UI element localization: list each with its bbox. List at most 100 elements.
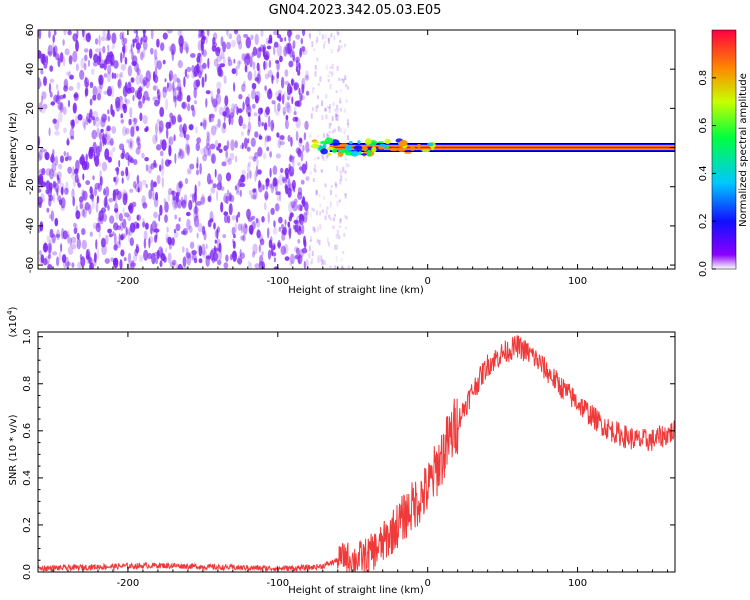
noise-speckle xyxy=(221,161,227,167)
noise-speckle xyxy=(338,77,341,81)
noise-speckle xyxy=(295,66,299,73)
noise-speckle xyxy=(223,262,229,269)
noise-speckle xyxy=(313,163,316,169)
noise-speckle xyxy=(301,83,305,94)
noise-speckle xyxy=(262,44,266,55)
noise-speckle xyxy=(70,135,74,140)
noise-speckle xyxy=(160,42,165,52)
noise-speckle xyxy=(198,258,203,264)
noise-speckle xyxy=(83,48,89,53)
noise-speckle xyxy=(320,269,322,275)
noise-speckle xyxy=(206,131,210,137)
noise-speckle xyxy=(73,227,78,235)
noise-speckle xyxy=(235,65,238,77)
signal-blob xyxy=(348,141,353,145)
noise-speckle xyxy=(345,99,348,103)
noise-speckle xyxy=(126,98,130,105)
noise-speckle xyxy=(206,30,210,37)
noise-speckle xyxy=(186,253,192,266)
noise-speckle xyxy=(252,156,257,162)
noise-speckle xyxy=(119,101,125,111)
noise-speckle xyxy=(43,240,47,250)
noise-speckle xyxy=(76,232,80,240)
noise-speckle xyxy=(212,98,218,108)
noise-speckle xyxy=(201,35,206,41)
noise-speckle xyxy=(143,238,147,249)
noise-speckle xyxy=(101,161,108,172)
noise-speckle xyxy=(159,204,163,216)
noise-speckle xyxy=(200,147,205,155)
noise-speckle xyxy=(340,175,343,181)
noise-speckle xyxy=(288,30,293,36)
noise-speckle xyxy=(304,120,309,130)
noise-speckle xyxy=(319,223,322,230)
noise-speckle xyxy=(209,143,216,150)
noise-speckle xyxy=(123,43,126,55)
noise-speckle xyxy=(38,175,41,181)
noise-speckle xyxy=(177,263,183,269)
noise-speckle xyxy=(111,72,115,79)
noise-speckle xyxy=(49,78,55,84)
noise-speckle xyxy=(324,183,327,188)
noise-speckle xyxy=(104,258,111,264)
noise-speckle xyxy=(104,133,107,138)
noise-speckle xyxy=(138,254,143,263)
noise-speckle xyxy=(265,106,271,116)
noise-speckle xyxy=(197,180,201,187)
noise-speckle xyxy=(195,142,200,152)
noise-speckle xyxy=(309,171,312,175)
noise-speckle xyxy=(316,36,319,43)
noise-speckle xyxy=(135,42,141,50)
noise-speckle xyxy=(136,63,140,76)
noise-speckle xyxy=(57,195,62,202)
noise-speckle xyxy=(81,228,86,236)
noise-speckle xyxy=(94,155,100,167)
noise-speckle xyxy=(316,104,319,108)
noise-speckle xyxy=(236,258,243,264)
noise-speckle xyxy=(213,251,219,262)
noise-speckle xyxy=(222,122,226,129)
noise-speckle xyxy=(138,99,142,106)
noise-speckle xyxy=(294,254,299,260)
signal-blob xyxy=(344,145,353,150)
noise-speckle xyxy=(119,32,123,40)
noise-speckle xyxy=(184,42,190,53)
noise-speckle xyxy=(276,61,280,71)
noise-speckle xyxy=(63,150,67,157)
noise-speckle xyxy=(296,100,302,108)
noise-speckle xyxy=(316,210,318,216)
noise-speckle xyxy=(327,106,330,109)
noise-speckle xyxy=(335,112,337,117)
noise-speckle xyxy=(162,59,166,65)
noise-speckle xyxy=(116,73,119,79)
noise-speckle xyxy=(196,232,199,239)
noise-speckle xyxy=(82,190,88,201)
noise-speckle xyxy=(164,201,169,213)
signal-blob xyxy=(312,140,319,144)
noise-speckle xyxy=(181,150,186,159)
noise-speckle xyxy=(125,226,128,236)
noise-speckle xyxy=(191,64,195,73)
noise-speckle xyxy=(174,202,179,209)
noise-speckle xyxy=(317,156,320,160)
noise-speckle xyxy=(179,132,185,138)
noise-speckle xyxy=(332,136,335,140)
noise-speckle xyxy=(335,244,338,250)
noise-speckle xyxy=(68,86,74,91)
noise-speckle xyxy=(222,111,227,117)
noise-speckle xyxy=(104,148,110,160)
noise-speckle xyxy=(173,95,177,103)
noise-speckle xyxy=(84,77,90,88)
noise-speckle xyxy=(292,40,296,49)
noise-speckle xyxy=(120,64,127,71)
noise-speckle xyxy=(329,66,332,69)
noise-speckle xyxy=(213,101,218,113)
noise-speckle xyxy=(42,243,48,253)
noise-speckle xyxy=(107,156,112,163)
noise-speckle xyxy=(59,52,64,63)
noise-speckle xyxy=(168,70,174,81)
noise-speckle xyxy=(278,93,282,102)
noise-speckle xyxy=(96,247,100,260)
noise-speckle xyxy=(163,256,167,263)
signal-blob xyxy=(399,139,408,147)
